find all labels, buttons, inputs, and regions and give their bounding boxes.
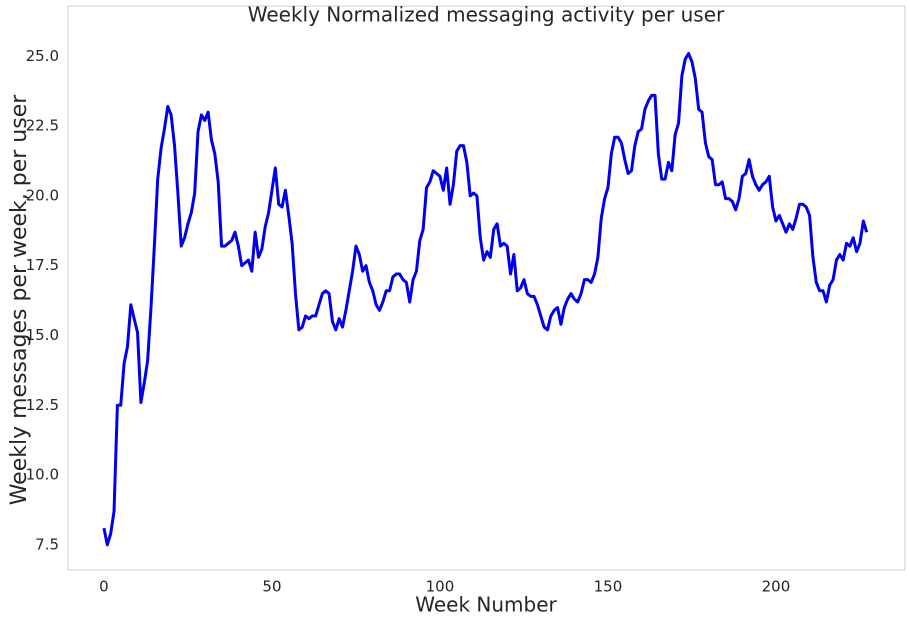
x-tick-label: 0 <box>99 578 109 596</box>
x-axis-label: Week Number <box>415 593 557 617</box>
y-tick-label: 22.5 <box>26 117 59 135</box>
plot-area <box>67 5 906 571</box>
y-axis-label: Weekly messages per week, per user <box>7 94 32 506</box>
y-tick-label: 20.0 <box>26 186 59 204</box>
x-tick-label: 100 <box>426 578 455 596</box>
x-tick-label: 150 <box>594 578 623 596</box>
y-tick-label: 10.0 <box>26 466 59 484</box>
y-tick-label: 17.5 <box>26 256 59 274</box>
x-tick-label: 200 <box>762 578 791 596</box>
y-tick-label: 25.0 <box>26 47 59 65</box>
chart-title: Weekly Normalized messaging activity per… <box>248 3 725 27</box>
data-line <box>102 51 869 547</box>
y-tick-label: 7.5 <box>35 535 59 553</box>
y-tick-label: 12.5 <box>26 396 59 414</box>
y-tick-label: 15.0 <box>26 326 59 344</box>
x-tick-label: 50 <box>262 578 281 596</box>
